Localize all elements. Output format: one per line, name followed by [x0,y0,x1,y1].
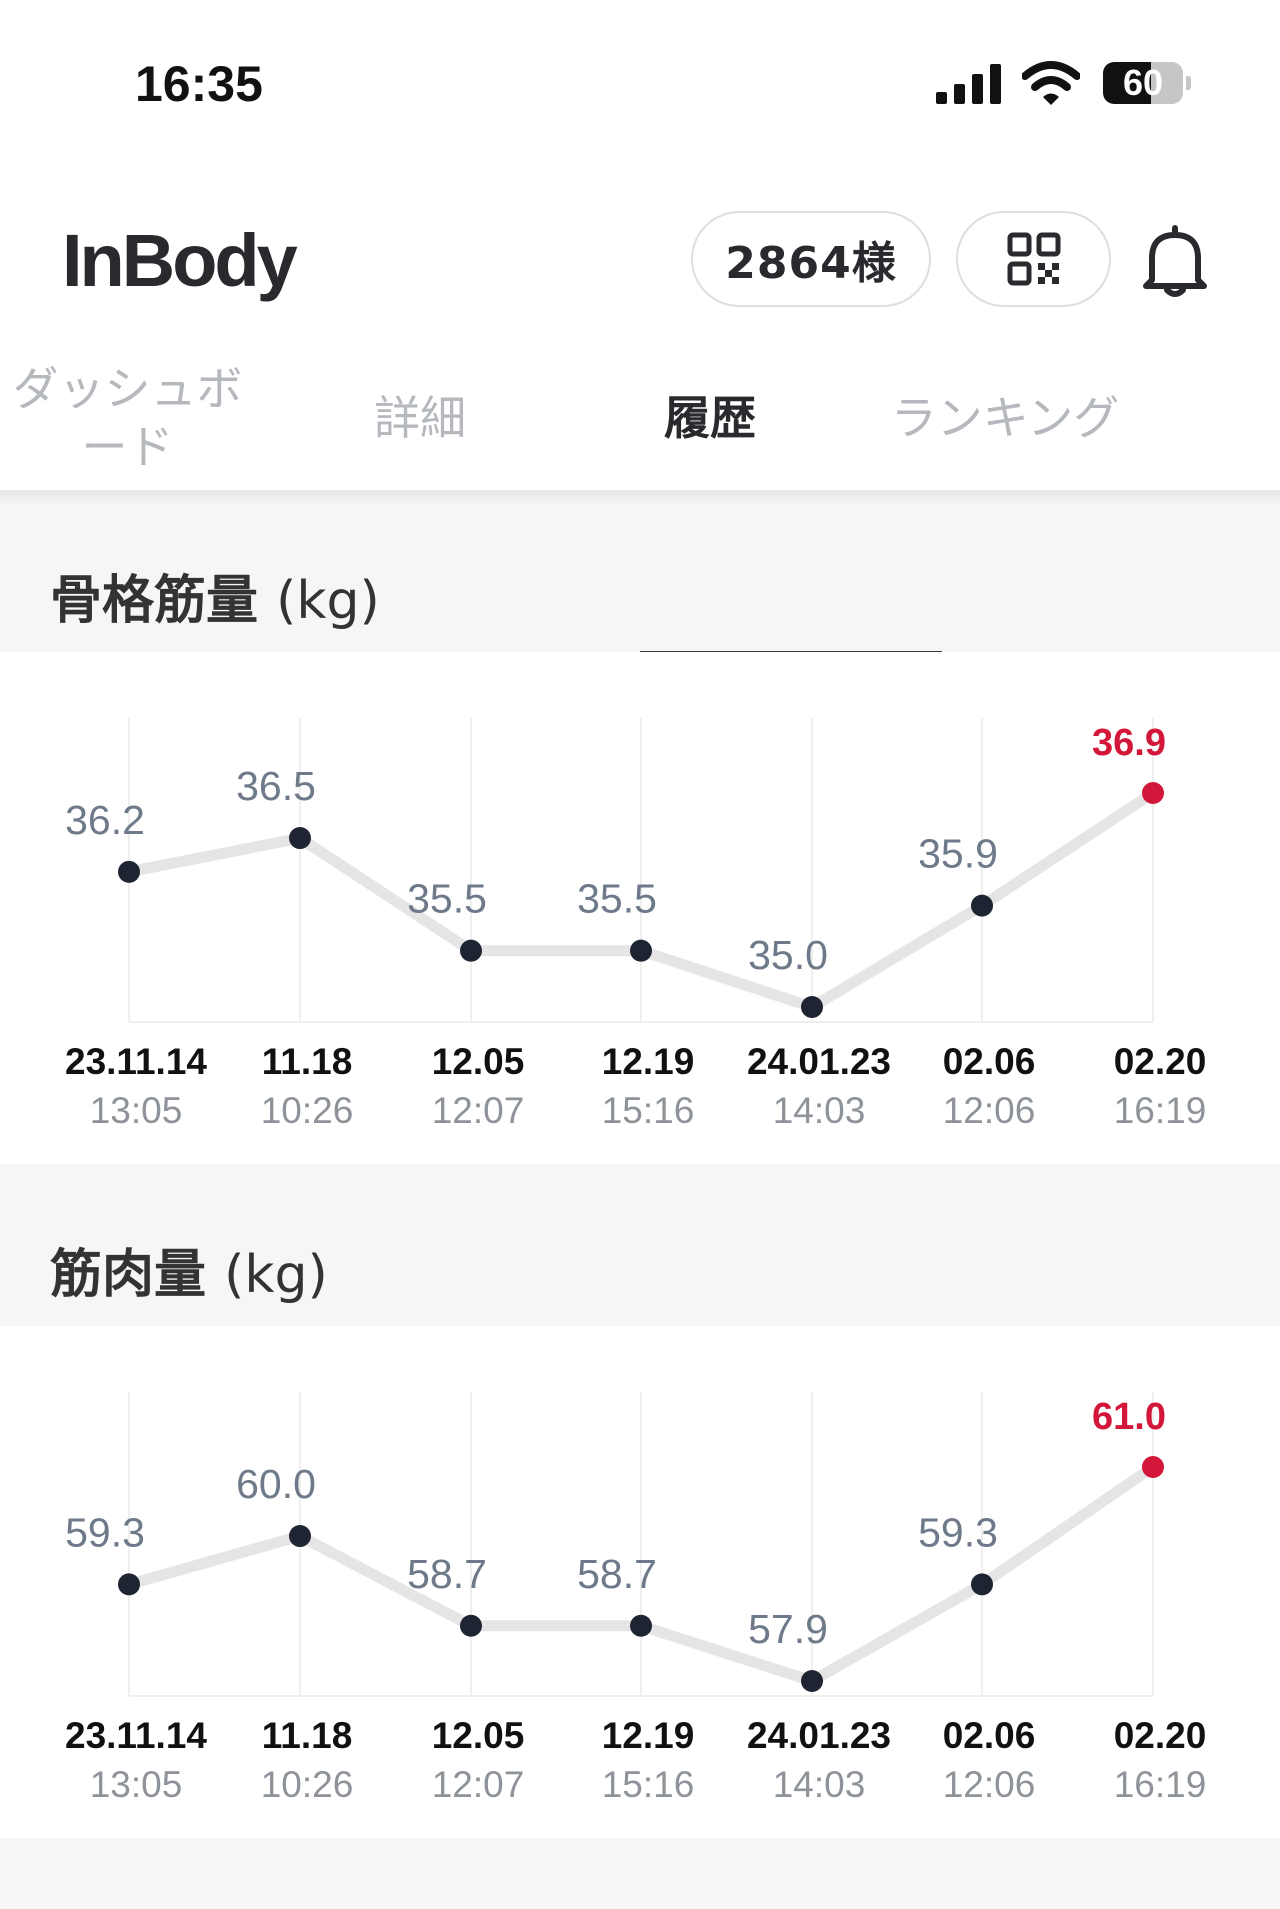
x-tick-date: 23.11.14 [65,1041,207,1082]
data-point[interactable] [118,860,140,883]
chart-unit: (kg) [276,571,380,631]
cellular-signal-icon [936,64,1001,104]
x-tick-date: 11.18 [262,1715,353,1756]
x-tick-time: 13:05 [90,1764,183,1805]
tab-ranking[interactable]: ランキング [891,345,1250,490]
data-point-latest[interactable] [1142,1456,1164,1478]
inbody-logo: InBody [62,219,298,302]
muscle-mass-chart: 59.3 60.0 58.7 58.7 57.9 59.3 61.0 23.11.14 13:0… [65,1392,1207,1805]
tab-label: ダッシュボード [12,361,243,474]
tab-bar: ダッシュボード 詳細 履歴 ランキング [0,345,1280,660]
x-tick-time: 16:19 [1114,1764,1207,1805]
x-tick-time: 15:16 [602,1090,695,1131]
chart-title: 筋肉量 [50,1245,207,1305]
tab-label: 詳細 [374,390,466,445]
value-label: 35.5 [577,876,657,922]
data-point[interactable] [460,939,482,962]
x-tick-time: 13:05 [90,1090,183,1131]
data-point[interactable] [118,1573,140,1596]
x-tick-time: 15:16 [602,1764,695,1805]
x-tick-time: 12:07 [432,1090,525,1131]
value-label: 58.7 [577,1551,657,1597]
x-tick-time: 10:26 [261,1090,354,1131]
battery-tip [1186,76,1191,90]
x-tick-time: 10:26 [261,1764,354,1805]
x-tick-date: 12.19 [602,1715,695,1756]
x-tick-time: 14:03 [773,1090,866,1131]
value-label: 58.7 [407,1551,487,1597]
value-label: 35.0 [748,932,828,978]
x-tick-date: 12.19 [602,1041,695,1082]
x-tick-date: 02.20 [1114,1715,1207,1756]
x-tick-time: 12:07 [432,1764,525,1805]
value-label: 35.9 [918,831,998,877]
points-button[interactable]: 2864様 [691,211,931,307]
data-point-latest[interactable] [1142,782,1164,804]
x-tick-date: 24.01.23 [747,1041,891,1082]
tab-history[interactable]: 履歴 [630,345,950,490]
value-label: 59.3 [65,1509,145,1555]
data-point[interactable] [289,827,311,850]
x-tick-time: 12:06 [943,1764,1036,1805]
data-point[interactable] [289,1525,311,1548]
x-tick-date: 12.05 [432,1041,525,1082]
value-label: 36.5 [236,763,316,809]
qr-code-button[interactable] [956,211,1111,307]
value-label: 36.9 [1092,722,1166,764]
chart-card-skeletal-muscle: 36.2 36.5 35.5 35.5 35.0 35.9 36.9 23.11.14 13:0… [0,652,1280,1164]
section-title-skeletal-muscle: 骨格筋量 (kg) [50,558,380,633]
value-label: 35.5 [407,876,487,922]
status-bar: 16:35 60 [0,0,1280,170]
tab-details[interactable]: 詳細 [330,345,650,490]
status-time: 16:35 [135,56,263,112]
header-shadow [0,490,1280,504]
battery-icon: 60 [1103,62,1183,104]
x-tick-date: 11.18 [262,1041,353,1082]
x-tick-date: 24.01.23 [747,1715,891,1756]
app-header: InBody 2864様 ダッシュボード 詳細 履歴 ランキング [0,170,1280,660]
bell-icon[interactable] [1140,224,1210,298]
data-point[interactable] [801,1670,823,1692]
x-tick-time: 12:06 [943,1090,1036,1131]
chart-unit: (kg) [224,1245,328,1305]
chart-card-muscle-mass: 59.3 60.0 58.7 58.7 57.9 59.3 61.0 23.11.14 13:0… [0,1326,1280,1838]
value-label: 61.0 [1092,1396,1166,1438]
battery-level [1103,62,1151,104]
value-label: 57.9 [748,1606,828,1652]
data-point[interactable] [630,939,652,962]
value-label: 59.3 [918,1509,998,1555]
section-title-muscle-mass: 筋肉量 (kg) [50,1232,328,1307]
chart-title: 骨格筋量 [50,571,259,631]
data-point[interactable] [630,1614,652,1637]
value-label: 60.0 [236,1461,316,1507]
data-point[interactable] [971,1573,993,1596]
x-tick-date: 02.06 [943,1041,1036,1082]
battery-percent: 60 [1122,62,1164,103]
data-point[interactable] [460,1614,482,1637]
x-tick-date: 02.20 [1114,1041,1207,1082]
x-tick-date: 02.06 [943,1715,1036,1756]
data-point[interactable] [801,996,823,1018]
tab-label: ランキング [890,390,1120,445]
tab-label: 履歴 [664,390,756,445]
x-tick-time: 16:19 [1114,1090,1207,1131]
data-point[interactable] [971,894,993,917]
x-tick-date: 12.05 [432,1715,525,1756]
tab-dashboard[interactable]: ダッシュボード [13,345,380,490]
qr-code-icon [1007,232,1060,286]
wifi-icon [1022,61,1080,105]
value-label: 36.2 [65,797,145,843]
x-tick-time: 14:03 [773,1764,866,1805]
skeletal-muscle-chart: 36.2 36.5 35.5 35.5 35.0 35.9 36.9 23.11.14 13:0… [65,718,1207,1131]
x-tick-date: 23.11.14 [65,1715,207,1756]
